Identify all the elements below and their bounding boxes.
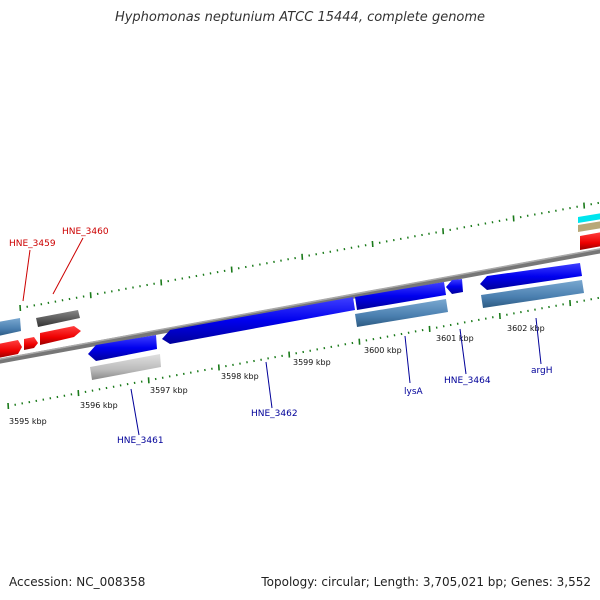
gene-label-hne3461[interactable]: HNE_3461 — [117, 436, 164, 446]
forward-features — [0, 263, 582, 361]
cds-right-edge-reverse[interactable] — [580, 232, 600, 250]
gene-track — [90, 280, 584, 380]
gene-label-hne3459[interactable]: HNE_3459 — [9, 239, 56, 249]
gene-argh-steel[interactable] — [481, 280, 584, 308]
gene-lysa-steel[interactable] — [355, 299, 448, 327]
scale-label-3601: 3601 kbp — [436, 334, 474, 343]
scale-label-3599: 3599 kbp — [293, 358, 331, 367]
gene-labels: HNE_3459 HNE_3460 HNE_3461 HNE_3462 lysA… — [9, 227, 553, 446]
gene-label-hne3462[interactable]: HNE_3462 — [251, 409, 298, 419]
upper-tick-row — [19, 201, 600, 312]
tan-feature[interactable] — [578, 221, 600, 232]
label-leaders — [22, 237, 542, 436]
accession-text: Accession: NC_008358 — [9, 575, 146, 589]
lower-tick-row — [7, 296, 600, 410]
scale-labels: 3595 kbp 3596 kbp 3597 kbp 3598 kbp 3599… — [9, 324, 545, 426]
cds-small-reverse[interactable] — [24, 337, 38, 350]
topology-text: Topology: circular; Length: 3,705,021 bp… — [261, 575, 591, 589]
cds-hne3460-reverse[interactable] — [40, 326, 81, 345]
scale-label-3598: 3598 kbp — [221, 372, 259, 381]
gene-block-left-steel[interactable] — [0, 318, 21, 336]
cds-hne3459-reverse[interactable] — [0, 340, 22, 358]
scale-label-3600: 3600 kbp — [364, 346, 402, 355]
gene-label-hne3464[interactable]: HNE_3464 — [444, 376, 491, 386]
cds-lysa-forward[interactable] — [355, 282, 446, 310]
cds-argh-forward[interactable] — [480, 263, 582, 290]
map-title: Hyphomonas neptunium ATCC 15444, complet… — [114, 10, 486, 25]
pseudo-gene-hne3461[interactable] — [90, 354, 161, 380]
scale-label-3597: 3597 kbp — [150, 386, 188, 395]
gene-label-lysa[interactable]: lysA — [404, 387, 424, 397]
scale-label-3596: 3596 kbp — [80, 401, 118, 410]
gene-label-argh[interactable]: argH — [531, 366, 553, 376]
gene-label-hne3460[interactable]: HNE_3460 — [62, 227, 109, 237]
cds-hne3462-forward[interactable] — [162, 297, 355, 344]
cds-hne3464-forward[interactable] — [446, 279, 463, 294]
cyan-feature[interactable] — [578, 213, 600, 223]
scale-label-3595: 3595 kbp — [9, 417, 47, 426]
genome-backbone — [0, 248, 600, 364]
reverse-features — [0, 232, 600, 358]
right-edge-tracks — [578, 213, 600, 232]
cds-hne3461-forward[interactable] — [88, 335, 157, 361]
gene-hne3460-grey-feature[interactable] — [36, 310, 80, 327]
scale-label-3602: 3602 kbp — [507, 324, 545, 333]
